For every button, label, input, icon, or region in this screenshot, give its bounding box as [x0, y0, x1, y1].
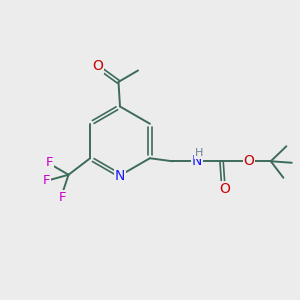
Text: H: H	[195, 148, 203, 158]
Text: F: F	[46, 156, 53, 169]
Text: N: N	[192, 154, 202, 168]
Text: F: F	[43, 174, 50, 187]
Text: O: O	[219, 182, 230, 196]
Text: N: N	[115, 169, 125, 182]
Text: O: O	[244, 154, 255, 168]
Text: O: O	[92, 59, 103, 73]
Text: F: F	[59, 191, 66, 204]
